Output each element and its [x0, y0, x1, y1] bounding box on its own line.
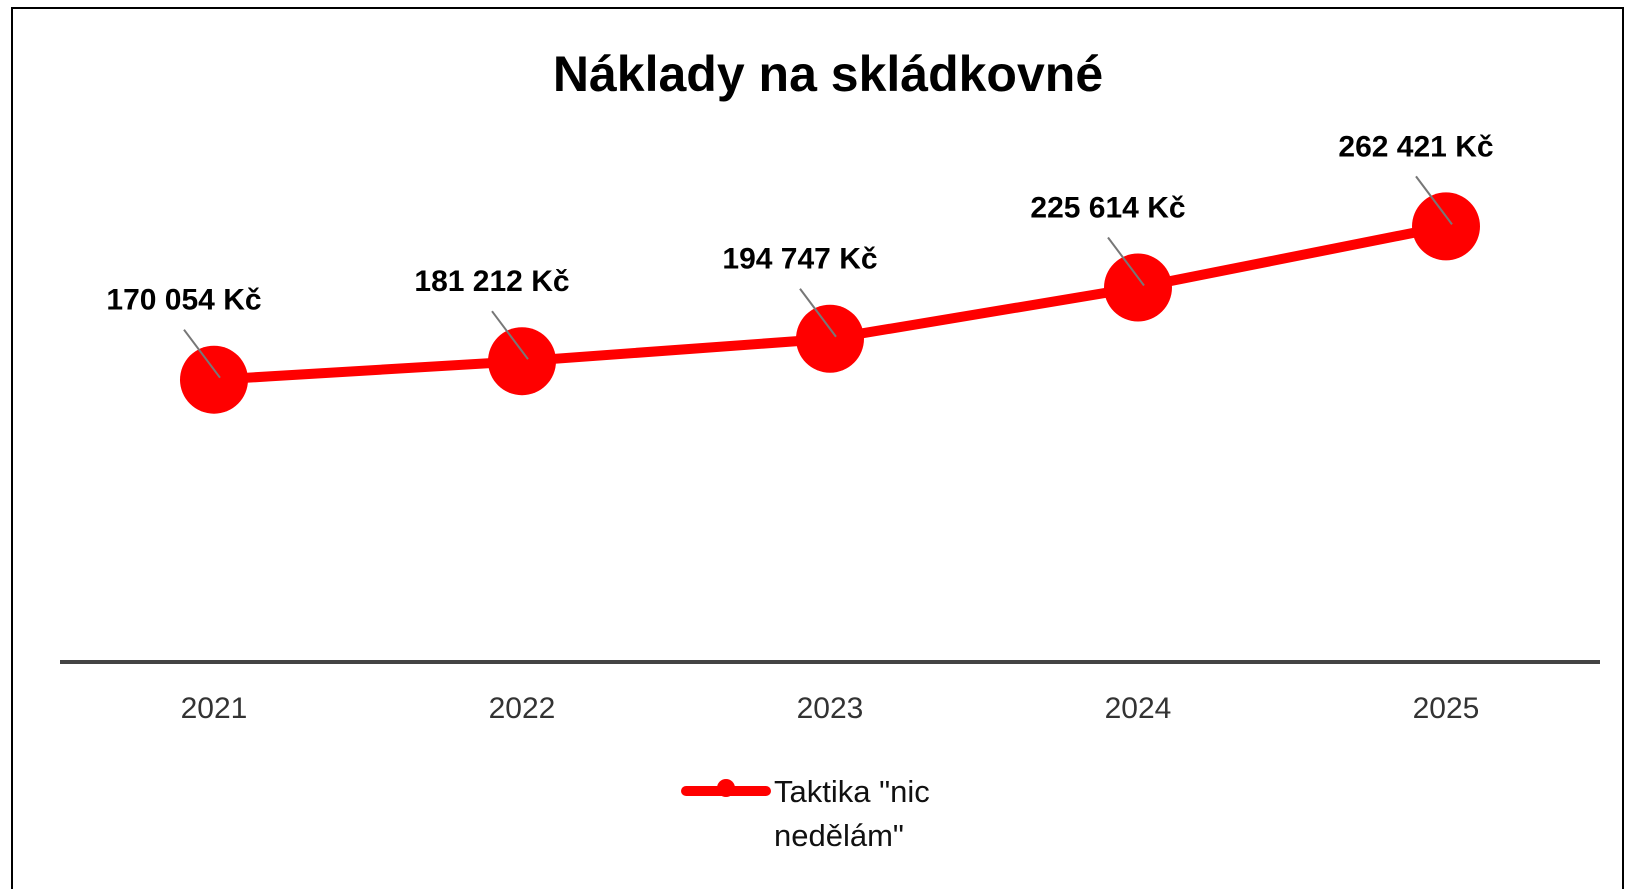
- point: [796, 304, 864, 373]
- leader-line: [1107, 236, 1145, 287]
- point: [1412, 192, 1480, 261]
- data-label: 225 614 Kč: [1030, 191, 1185, 224]
- point: [488, 327, 556, 396]
- data-label: 194 747 Kč: [722, 243, 877, 276]
- x-tick-label: 2021: [181, 692, 248, 725]
- chart-title: Náklady na skládkovné: [553, 46, 1103, 102]
- data-label: 262 421 Kč: [1338, 130, 1493, 163]
- chart-border: [11, 7, 1624, 889]
- leader-line: [1415, 175, 1453, 225]
- leader-line: [799, 288, 837, 338]
- point: [180, 345, 248, 414]
- leader-line: [491, 310, 529, 360]
- data-label: 170 054 Kč: [106, 284, 261, 317]
- point: [1104, 253, 1172, 322]
- leader-line: [183, 329, 221, 379]
- legend-label: Taktika "nic nedělám": [774, 774, 930, 853]
- legend-marker: [717, 779, 735, 797]
- data-label: 181 212 Kč: [414, 265, 569, 298]
- x-tick-label: 2022: [489, 692, 556, 725]
- x-tick-label: 2025: [1413, 692, 1480, 725]
- x-tick-label: 2024: [1105, 692, 1172, 725]
- x-tick-label: 2023: [797, 692, 864, 725]
